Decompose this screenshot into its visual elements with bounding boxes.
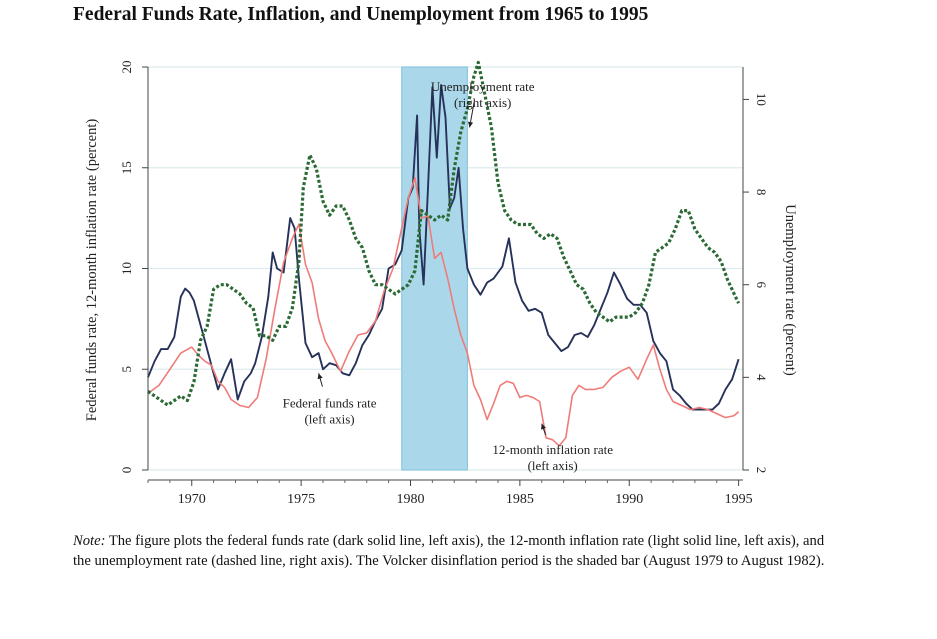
left-tick-label: 5 bbox=[119, 366, 134, 373]
right-tick-label: 4 bbox=[754, 374, 769, 381]
annotation-arrowhead bbox=[541, 423, 546, 430]
left-axis-title: Federal funds rate, 12-month inflation r… bbox=[84, 119, 100, 422]
left-tick-label: 0 bbox=[119, 467, 134, 474]
x-tick-label: 1980 bbox=[397, 492, 425, 507]
series-layer bbox=[147, 60, 741, 447]
x-tick-label: 1995 bbox=[725, 492, 753, 507]
annotation-label: (right axis) bbox=[454, 95, 511, 110]
left-tick-label: 15 bbox=[119, 161, 134, 174]
right-tick-label: 2 bbox=[754, 467, 769, 474]
figure-note: Note: The figure plots the federal funds… bbox=[73, 531, 828, 571]
x-tick-label: 1990 bbox=[615, 492, 643, 507]
page-title: Federal Funds Rate, Inflation, and Unemp… bbox=[73, 4, 649, 25]
unemployment-rate-line bbox=[147, 60, 741, 407]
left-tick-label: 10 bbox=[119, 262, 134, 275]
x-tick-label: 1985 bbox=[506, 492, 534, 507]
x-tick-label: 1975 bbox=[287, 492, 315, 507]
federal-funds-rate-line bbox=[147, 84, 740, 411]
axes: 0 5 10 15 20 2 4 6 8 10 1970 1975 1980 1985 1990 1995 Fe… bbox=[84, 61, 798, 508]
annotation-label: 12-month inflation rate bbox=[492, 442, 613, 457]
annotation-label: (left axis) bbox=[304, 412, 354, 427]
annotation-label: Federal funds rate bbox=[283, 396, 377, 411]
annotation-label: Unemployment rate bbox=[431, 79, 535, 94]
annotation-label: (left axis) bbox=[528, 458, 578, 473]
x-tick-label: 1970 bbox=[178, 492, 206, 507]
right-tick-label: 8 bbox=[754, 189, 769, 196]
12-month-inflation-rate-line bbox=[147, 177, 740, 447]
right-axis-title: Unemployment rate (percent) bbox=[782, 204, 798, 376]
right-tick-label: 10 bbox=[754, 93, 769, 106]
right-tick-label: 6 bbox=[754, 281, 769, 288]
annotations: Unemployment rate(right axis) Federal fun… bbox=[283, 79, 614, 473]
annotation-arrowhead bbox=[467, 121, 474, 128]
note-text: The figure plots the federal funds rate … bbox=[73, 533, 825, 569]
annotation-arrowhead bbox=[317, 373, 323, 380]
left-tick-label: 20 bbox=[119, 61, 134, 74]
note-label: Note: bbox=[73, 533, 106, 549]
